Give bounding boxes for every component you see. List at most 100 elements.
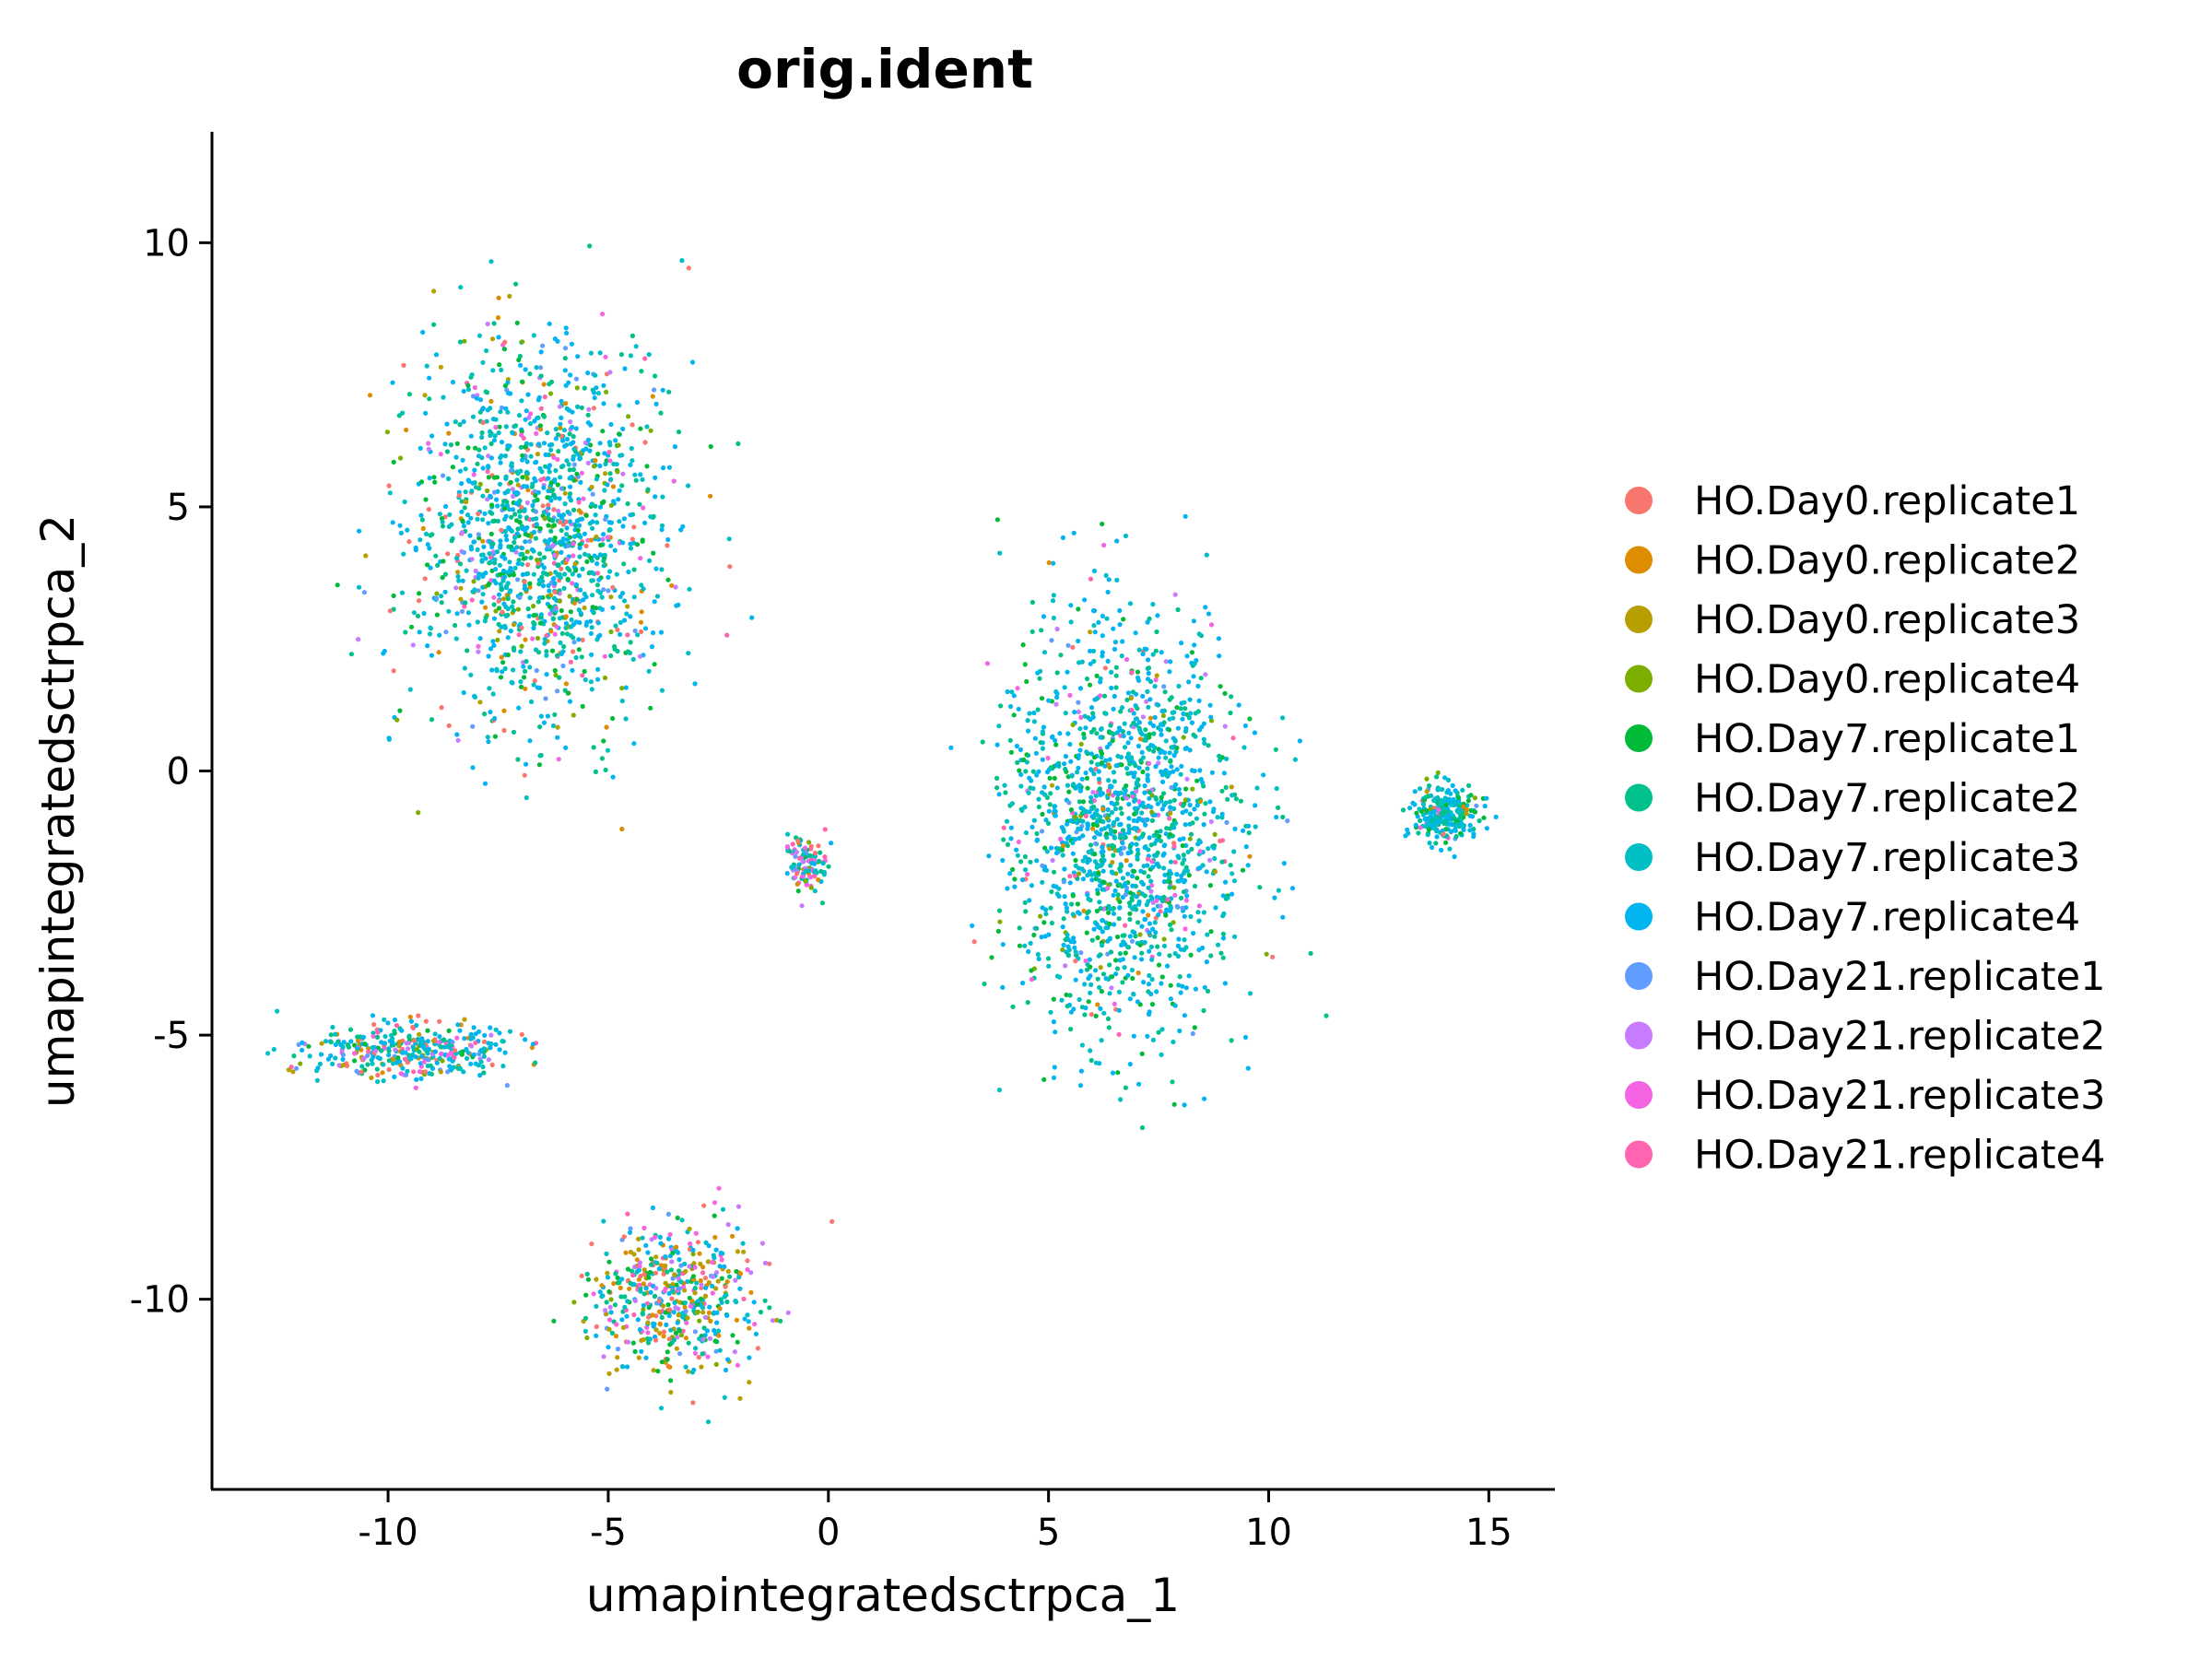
scatter-point: [1100, 650, 1105, 655]
scatter-point: [1405, 827, 1410, 832]
scatter-point: [1053, 701, 1059, 707]
scatter-point: [290, 1069, 296, 1075]
scatter-point: [467, 533, 473, 538]
scatter-point: [477, 397, 484, 403]
scatter-point: [617, 1280, 622, 1286]
scatter-point: [784, 871, 790, 877]
scatter-point: [1022, 853, 1028, 860]
scatter-point: [591, 464, 597, 469]
scatter-point: [552, 589, 558, 595]
scatter-point: [1148, 944, 1154, 949]
scatter-point: [550, 518, 556, 524]
scatter-point: [417, 629, 422, 635]
scatter-point: [1027, 775, 1032, 781]
scatter-point: [479, 429, 485, 436]
scatter-point: [502, 1050, 508, 1055]
scatter-point: [1090, 790, 1096, 795]
scatter-point: [1148, 678, 1154, 685]
scatter-point: [335, 582, 340, 588]
scatter-point: [408, 1018, 414, 1024]
scatter-point: [1061, 879, 1066, 885]
scatter-point: [479, 599, 485, 605]
scatter-point: [1177, 837, 1182, 842]
scatter-point: [453, 585, 459, 591]
scatter-point: [548, 498, 554, 503]
scatter-point: [286, 1067, 291, 1073]
scatter-point: [519, 625, 524, 630]
scatter-point: [1183, 865, 1189, 870]
scatter-point: [520, 457, 525, 463]
scatter-point: [544, 653, 549, 658]
scatter-point: [1079, 659, 1085, 665]
scatter-point: [1124, 656, 1130, 663]
scatter-point: [1159, 798, 1164, 804]
scatter-point: [386, 1053, 392, 1058]
scatter-point: [527, 421, 534, 427]
scatter-point: [530, 636, 535, 641]
scatter-point: [1162, 872, 1168, 877]
scatter-point: [477, 571, 482, 577]
scatter-point: [413, 545, 418, 551]
scatter-point: [498, 538, 503, 544]
scatter-point: [1105, 658, 1111, 665]
scatter-point: [1123, 942, 1128, 947]
scatter-point: [996, 908, 1003, 913]
scatter-point: [623, 685, 629, 690]
scatter-point: [638, 619, 644, 625]
scatter-point: [505, 443, 511, 449]
scatter-point: [1126, 830, 1132, 836]
scatter-point: [1196, 727, 1203, 733]
scatter-point: [1422, 817, 1428, 822]
scatter-point: [621, 1234, 627, 1240]
scatter-point: [1182, 947, 1187, 953]
scatter-point: [632, 1298, 639, 1303]
scatter-point: [449, 522, 454, 527]
scatter-point: [1484, 795, 1489, 801]
scatter-point: [1083, 1005, 1088, 1011]
scatter-point: [516, 705, 522, 711]
scatter-point: [608, 477, 614, 482]
scatter-point: [1129, 670, 1135, 676]
scatter-point: [1424, 776, 1430, 782]
scatter-point: [432, 1031, 438, 1037]
scatter-point: [392, 1074, 397, 1079]
scatter-point: [359, 1064, 365, 1069]
scatter-point: [563, 532, 570, 537]
scatter-point: [735, 1226, 740, 1231]
scatter-point: [510, 430, 515, 436]
scatter-point: [1189, 650, 1194, 655]
legend-marker: [1625, 487, 1653, 514]
scatter-point: [1135, 669, 1141, 675]
scatter-point: [639, 629, 644, 635]
scatter-point: [541, 510, 547, 515]
scatter-point: [495, 503, 500, 509]
scatter-point: [1191, 674, 1196, 679]
scatter-point: [1112, 779, 1117, 784]
scatter-point: [1137, 942, 1143, 947]
scatter-point: [1222, 981, 1228, 986]
scatter-point: [793, 875, 798, 880]
scatter-point: [1171, 806, 1177, 812]
scatter-point: [1324, 1013, 1329, 1018]
scatter-point: [1461, 827, 1466, 833]
scatter-point: [1091, 755, 1098, 760]
scatter-point: [431, 475, 437, 480]
scatter-point: [439, 600, 444, 606]
scatter-point: [490, 541, 496, 547]
scatter-point: [1203, 672, 1208, 677]
scatter-point: [1176, 683, 1182, 689]
scatter-point: [557, 496, 562, 501]
scatter-point: [531, 571, 536, 577]
scatter-point: [500, 568, 507, 573]
scatter-point: [500, 1039, 505, 1044]
scatter-point: [518, 362, 524, 368]
scatter-point: [511, 667, 516, 673]
scatter-point: [724, 1292, 729, 1298]
scatter-point: [606, 1371, 612, 1376]
scatter-point: [356, 528, 362, 534]
scatter-point: [516, 632, 522, 638]
scatter-point: [488, 1025, 493, 1030]
scatter-point: [637, 1326, 643, 1333]
scatter-point: [1022, 943, 1028, 948]
scatter-point: [559, 398, 564, 404]
